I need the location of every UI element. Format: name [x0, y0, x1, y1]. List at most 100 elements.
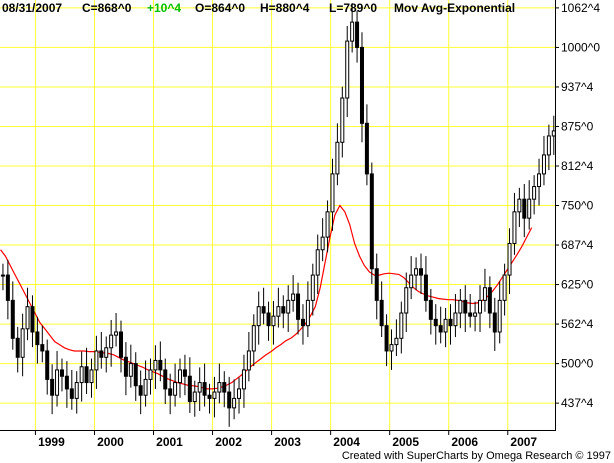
plot-frame-right — [555, 0, 556, 430]
price-bar-body — [492, 312, 497, 333]
price-bar-body — [364, 122, 369, 175]
price-bar-body — [512, 211, 517, 244]
price-bar-body — [522, 198, 527, 219]
y-tick-label: 875^0 — [561, 119, 594, 133]
price-bar-body — [94, 350, 99, 371]
price-bar-body — [261, 306, 266, 314]
price-bar-body — [246, 350, 251, 371]
price-bar-body — [458, 299, 463, 314]
moving-average-path — [0, 204, 533, 390]
header-open: O=864^0 — [195, 1, 246, 15]
y-tick-label: 937^4 — [561, 80, 594, 94]
price-bar-body — [463, 299, 468, 314]
y-tick-label: 500^0 — [561, 357, 594, 371]
price-bar-body — [340, 97, 345, 143]
price-bar-body — [118, 331, 123, 358]
header-change: +10^4 — [147, 1, 182, 15]
price-bar-body — [419, 268, 424, 276]
header-indicator: Mov Avg-Exponential — [394, 1, 516, 15]
price-bar-body — [109, 334, 114, 349]
price-bar-body — [123, 356, 128, 377]
price-bar-body — [187, 375, 192, 403]
price-bar-body — [256, 306, 261, 327]
price-bar-body — [35, 331, 40, 346]
price-bar-body — [384, 325, 389, 352]
price-bar-body — [192, 391, 197, 403]
price-bar-body — [222, 382, 227, 393]
price-bar-body — [448, 318, 453, 327]
price-bar-body — [497, 299, 502, 333]
price-bar-body — [25, 306, 30, 330]
price-bar-body — [178, 369, 183, 384]
price-bar-body — [286, 299, 291, 314]
price-bar-body — [478, 299, 483, 314]
x-tick-label: 1999 — [38, 435, 65, 449]
x-tick-label: 2001 — [156, 435, 183, 449]
price-bar-body — [281, 306, 286, 314]
price-bar-body — [79, 366, 84, 384]
price-bar-body — [104, 347, 109, 358]
price-bars — [0, 3, 556, 427]
price-bar-body — [84, 366, 89, 384]
price-bar-body — [133, 363, 138, 387]
y-tick-label: 812^4 — [561, 159, 594, 173]
price-bar-body — [345, 40, 350, 99]
price-bar-body — [40, 344, 45, 352]
price-bar-body — [404, 287, 409, 314]
price-bar-body — [59, 369, 64, 377]
y-tick-label: 1000^0 — [561, 40, 600, 54]
price-bar-body — [168, 388, 173, 396]
price-bar-body — [433, 318, 438, 327]
header-close: C=868^0 — [82, 1, 132, 15]
price-bar-body — [227, 391, 232, 409]
price-bar-body — [428, 299, 433, 320]
price-bar-body — [45, 350, 50, 380]
price-bar-body — [443, 318, 448, 333]
y-tick-label: 625^0 — [561, 278, 594, 292]
price-bar-body — [532, 186, 537, 200]
x-tick-label: 2006 — [451, 435, 478, 449]
price-bar-body — [74, 382, 79, 399]
price-bar-body — [473, 312, 478, 317]
price-bar-body — [359, 46, 364, 124]
price-bar-body — [266, 312, 271, 327]
price-bar-body — [355, 21, 360, 48]
price-bar-body — [350, 21, 355, 42]
footer-credit: Created with SuperCharts by Omega Resear… — [341, 450, 611, 462]
x-tick-label: 2005 — [392, 435, 419, 449]
price-bar-body — [399, 312, 404, 339]
y-tick-label: 1062^4 — [561, 1, 600, 15]
price-bar-body — [251, 325, 256, 352]
price-bar-body — [163, 369, 168, 390]
price-bar-body — [153, 359, 158, 371]
price-bar-body — [89, 369, 94, 384]
y-tick-label: 687^4 — [561, 238, 594, 252]
price-bar-body — [300, 318, 305, 327]
price-bar-body — [468, 312, 473, 317]
price-bar-body — [320, 236, 325, 251]
price-bar-body — [423, 274, 428, 301]
y-tick-label: 437^4 — [561, 396, 594, 410]
price-bar-body — [296, 293, 301, 320]
price-bar-body — [310, 274, 315, 301]
price-bar-body — [546, 135, 551, 156]
x-tick-label: 2004 — [333, 435, 360, 449]
moving-average-line — [0, 204, 533, 390]
price-bar-body — [374, 268, 379, 301]
price-bar-body — [369, 173, 374, 270]
price-bar-body — [237, 388, 242, 399]
price-bar-body — [271, 315, 276, 327]
price-bar-body — [409, 274, 414, 289]
price-bar-body — [30, 306, 35, 333]
price-bar-body — [138, 385, 143, 396]
y-tick-label: 562^4 — [561, 317, 594, 331]
price-bar-body — [487, 287, 492, 314]
price-bar-body — [99, 350, 104, 358]
price-bar-body — [69, 388, 74, 399]
header-date: 08/31/2007 — [2, 1, 63, 15]
price-bar-body — [20, 328, 25, 358]
price-bar-body — [114, 331, 119, 336]
price-bar-body — [389, 344, 394, 352]
price-bar-body — [453, 312, 458, 327]
